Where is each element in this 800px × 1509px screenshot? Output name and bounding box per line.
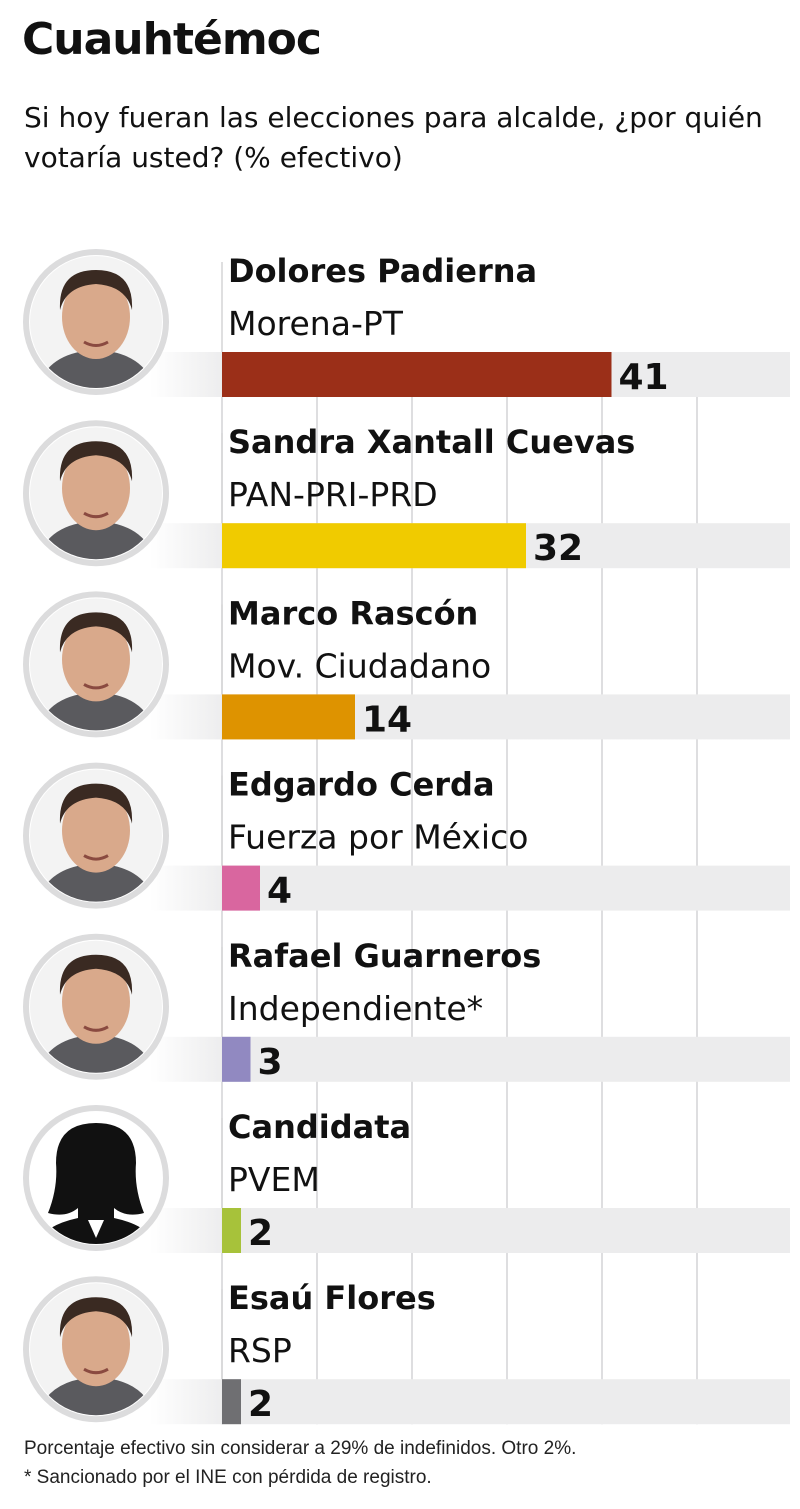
candidate-row: 2 Candidata PVEM <box>23 1105 790 1254</box>
party-label: PAN-PRI-PRD <box>228 475 438 514</box>
bar <box>222 694 355 740</box>
bar <box>222 865 260 911</box>
party-label: Fuerza por México <box>228 818 528 857</box>
candidate-row: 14 Marco Rascón Mov. Ciudadano <box>23 591 790 740</box>
candidate-photo-icon <box>23 420 169 567</box>
footnote-sancionado: * Sancionado por el INE con pérdida de r… <box>24 1467 432 1488</box>
candidate-photo-icon <box>23 1276 169 1423</box>
candidate-photo-icon <box>23 249 169 395</box>
candidate-row: 41 Dolores Padierna Morena-PT <box>23 249 790 398</box>
party-label: Morena-PT <box>228 304 404 343</box>
bar <box>222 523 526 569</box>
bar-track <box>150 1036 790 1082</box>
silhouette-icon <box>23 1105 169 1251</box>
data-label: 32 <box>533 528 583 569</box>
data-label: 2 <box>248 1384 273 1425</box>
candidate-name: Edgardo Cerda <box>228 766 495 804</box>
bar <box>222 352 612 397</box>
bar-track <box>150 1208 790 1253</box>
candidate-photo-icon <box>23 591 169 738</box>
party-label: PVEM <box>228 1160 320 1199</box>
chart-subtitle: Si hoy fueran las elecciones para alcald… <box>24 101 763 174</box>
party-label: Mov. Ciudadano <box>228 646 491 685</box>
data-label: 2 <box>248 1213 273 1254</box>
candidate-row: 2 Esaú Flores RSP <box>23 1276 790 1425</box>
candidate-row: 3 Rafael Guarneros Independiente* <box>23 933 790 1083</box>
candidate-name: Candidata <box>228 1108 411 1146</box>
party-label: Independiente* <box>228 989 483 1028</box>
bar <box>222 1036 251 1082</box>
candidate-row: 4 Edgardo Cerda Fuerza por México <box>23 762 790 912</box>
candidate-photo-icon <box>23 762 169 909</box>
data-label: 4 <box>267 871 292 912</box>
candidate-name: Sandra Xantall Cuevas <box>228 423 635 461</box>
chart-title: Cuauhtémoc <box>22 14 322 65</box>
candidate-name: Marco Rascón <box>228 594 478 632</box>
candidate-name: Rafael Guarneros <box>228 937 541 975</box>
party-label: RSP <box>228 1331 292 1370</box>
bar <box>222 1379 241 1425</box>
bar <box>222 1208 241 1253</box>
candidate-photo-icon <box>23 933 169 1080</box>
candidate-name: Dolores Padierna <box>228 252 537 290</box>
bar-track <box>150 1379 790 1425</box>
data-label: 41 <box>619 357 669 398</box>
footnote-indefinidos: Porcentaje efectivo sin considerar a 29%… <box>24 1438 577 1459</box>
chart-footer: Porcentaje efectivo sin considerar a 29%… <box>24 1434 576 1492</box>
candidate-row: 32 Sandra Xantall Cuevas PAN-PRI-PRD <box>23 420 790 569</box>
data-label: 3 <box>258 1042 283 1083</box>
data-label: 14 <box>362 699 412 740</box>
candidate-name: Esaú Flores <box>228 1279 436 1317</box>
